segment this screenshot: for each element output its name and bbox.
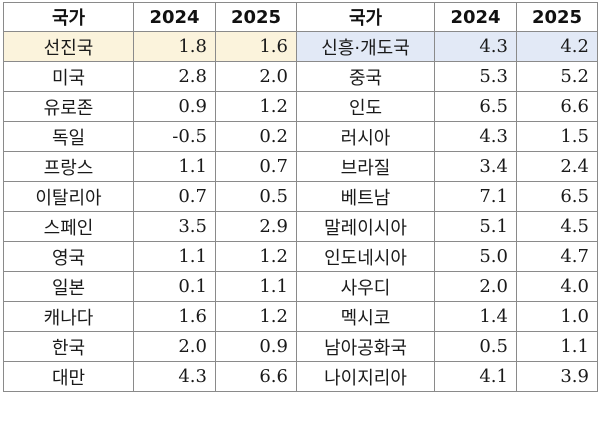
country-name: 선진국 [3, 31, 134, 62]
table-row: 일본 0.1 1.1 사우디 2.0 4.0 [3, 271, 598, 302]
table-row: 한국 2.0 0.9 남아공화국 0.5 1.1 [3, 331, 598, 362]
value-2025: 0.5 [215, 181, 297, 212]
value-2024: 6.5 [434, 91, 517, 122]
value-2024: 0.7 [133, 181, 216, 212]
value-2025: 0.9 [215, 331, 297, 362]
value-2024: 3.5 [133, 211, 216, 242]
value-2024: -0.5 [133, 121, 216, 152]
country-name: 대만 [3, 361, 134, 392]
country-name: 사우디 [296, 271, 435, 302]
value-2025: 2.4 [516, 151, 598, 182]
value-2025: 1.1 [215, 271, 297, 302]
country-name: 한국 [3, 331, 134, 362]
value-2024: 7.1 [434, 181, 517, 212]
value-2024: 1.1 [133, 241, 216, 272]
country-name: 미국 [3, 61, 134, 92]
value-2024: 5.0 [434, 241, 517, 272]
value-2024: 2.0 [133, 331, 216, 362]
header-2024-left: 2024 [133, 2, 216, 32]
value-2025: 0.7 [215, 151, 297, 182]
value-2024: 1.1 [133, 151, 216, 182]
value-2025: 5.2 [516, 61, 598, 92]
value-2025: 1.2 [215, 301, 297, 332]
value-2024: 4.3 [133, 361, 216, 392]
value-2025: 6.6 [215, 361, 297, 392]
value-2025: 1.6 [215, 31, 297, 62]
value-2025: 4.7 [516, 241, 598, 272]
value-2025: 4.5 [516, 211, 598, 242]
value-2024: 2.0 [434, 271, 517, 302]
country-name: 남아공화국 [296, 331, 435, 362]
country-name: 프랑스 [3, 151, 134, 182]
country-name: 캐나다 [3, 301, 134, 332]
header-2025-right: 2025 [516, 2, 598, 32]
country-name: 영국 [3, 241, 134, 272]
value-2025: 2.0 [215, 61, 297, 92]
value-2025: 3.9 [516, 361, 598, 392]
value-2024: 0.1 [133, 271, 216, 302]
header-2025-left: 2025 [215, 2, 297, 32]
country-name: 브라질 [296, 151, 435, 182]
value-2025: 1.1 [516, 331, 598, 362]
table-row: 대만 4.3 6.6 나이지리아 4.1 3.9 [3, 361, 598, 392]
header-row: 국가 2024 2025 국가 2024 2025 [3, 2, 598, 32]
table-row: 미국 2.8 2.0 중국 5.3 5.2 [3, 61, 598, 92]
growth-table-container: 국가 2024 2025 국가 2024 2025 선진국 1.8 1.6 신흥… [3, 2, 598, 392]
header-country-right: 국가 [296, 2, 435, 32]
country-name: 신흥·개도국 [296, 31, 435, 62]
country-name: 스페인 [3, 211, 134, 242]
country-name: 중국 [296, 61, 435, 92]
table-row: 스페인 3.5 2.9 말레이시아 5.1 4.5 [3, 211, 598, 242]
value-2024: 4.3 [434, 121, 517, 152]
country-name: 독일 [3, 121, 134, 152]
value-2025: 1.0 [516, 301, 598, 332]
value-2025: 0.2 [215, 121, 297, 152]
country-name: 일본 [3, 271, 134, 302]
value-2024: 4.1 [434, 361, 517, 392]
value-2025: 4.0 [516, 271, 598, 302]
table-row: 프랑스 1.1 0.7 브라질 3.4 2.4 [3, 151, 598, 182]
value-2025: 4.2 [516, 31, 598, 62]
value-2025: 2.9 [215, 211, 297, 242]
country-name: 멕시코 [296, 301, 435, 332]
country-name: 인도 [296, 91, 435, 122]
value-2024: 4.3 [434, 31, 517, 62]
header-country-left: 국가 [3, 2, 134, 32]
country-name: 이탈리아 [3, 181, 134, 212]
value-2025: 6.5 [516, 181, 598, 212]
value-2025: 1.2 [215, 91, 297, 122]
table-row: 영국 1.1 1.2 인도네시아 5.0 4.7 [3, 241, 598, 272]
value-2024: 5.1 [434, 211, 517, 242]
country-name: 나이지리아 [296, 361, 435, 392]
country-name: 인도네시아 [296, 241, 435, 272]
country-name: 러시아 [296, 121, 435, 152]
value-2024: 5.3 [434, 61, 517, 92]
value-2025: 6.6 [516, 91, 598, 122]
value-2024: 1.8 [133, 31, 216, 62]
country-name: 유로존 [3, 91, 134, 122]
header-2024-right: 2024 [434, 2, 517, 32]
value-2024: 0.9 [133, 91, 216, 122]
country-name: 말레이시아 [296, 211, 435, 242]
value-2024: 0.5 [434, 331, 517, 362]
value-2025: 1.2 [215, 241, 297, 272]
country-name: 베트남 [296, 181, 435, 212]
growth-forecast-table: 국가 2024 2025 국가 2024 2025 선진국 1.8 1.6 신흥… [3, 2, 598, 392]
table-row: 유로존 0.9 1.2 인도 6.5 6.6 [3, 91, 598, 122]
value-2024: 3.4 [434, 151, 517, 182]
value-2024: 2.8 [133, 61, 216, 92]
table-row: 선진국 1.8 1.6 신흥·개도국 4.3 4.2 [3, 31, 598, 62]
table-row: 이탈리아 0.7 0.5 베트남 7.1 6.5 [3, 181, 598, 212]
value-2024: 1.6 [133, 301, 216, 332]
table-row: 독일 -0.5 0.2 러시아 4.3 1.5 [3, 121, 598, 152]
table-row: 캐나다 1.6 1.2 멕시코 1.4 1.0 [3, 301, 598, 332]
value-2024: 1.4 [434, 301, 517, 332]
value-2025: 1.5 [516, 121, 598, 152]
